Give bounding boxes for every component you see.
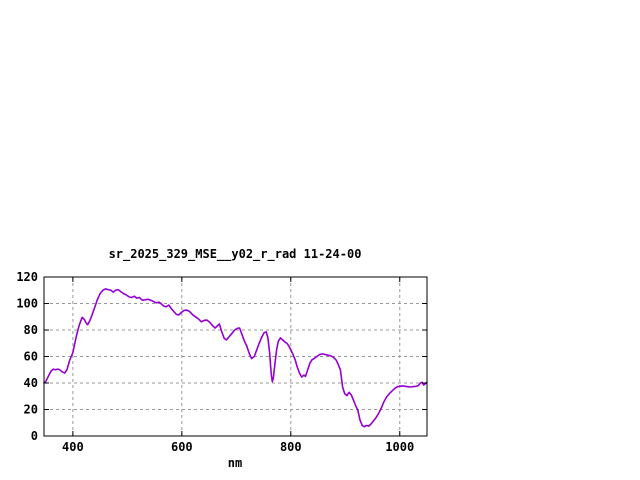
y-tick-label: 100 — [16, 297, 38, 311]
y-tick-label: 40 — [24, 376, 38, 390]
series-line — [43, 288, 428, 428]
x-tick-label: 800 — [280, 440, 302, 454]
y-tick-label: 20 — [24, 403, 38, 417]
axis-ticks — [44, 276, 427, 437]
tick-labels: 0 20 40 60 80 100 120 400 600 800 1000 — [16, 270, 414, 454]
y-tick-label: 0 — [31, 429, 38, 443]
x-tick-label: 1000 — [385, 440, 414, 454]
y-tick-label: 120 — [16, 270, 38, 284]
x-axis-label: nm — [228, 456, 242, 470]
data-series — [43, 288, 428, 428]
grid-lines — [44, 277, 427, 436]
chart-title: sr_2025_329_MSE__y02_r_rad 11-24-00 — [109, 247, 362, 262]
x-tick-label: 400 — [62, 440, 84, 454]
x-tick-label: 600 — [171, 440, 193, 454]
y-tick-label: 60 — [24, 350, 38, 364]
y-tick-label: 80 — [24, 323, 38, 337]
